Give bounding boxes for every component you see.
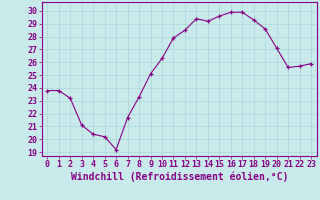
X-axis label: Windchill (Refroidissement éolien,°C): Windchill (Refroidissement éolien,°C) [70,172,288,182]
